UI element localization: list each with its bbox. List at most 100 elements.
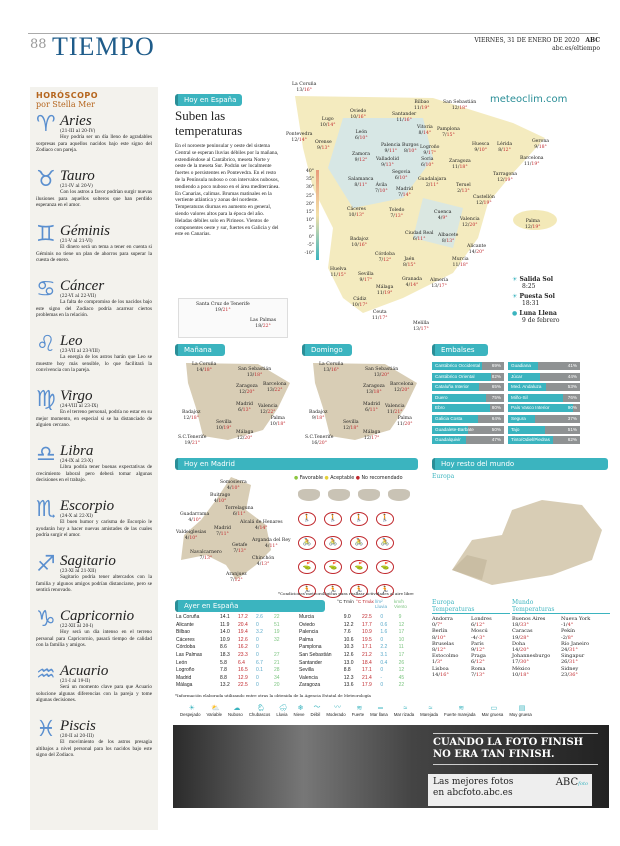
min-temp: 11/: [387, 409, 395, 415]
legend-label: Fuerte: [351, 712, 365, 717]
activity-row: 🚴 🚴 🚴 🚴: [294, 529, 418, 553]
city-label: Aranjuez 7/12°: [226, 572, 247, 583]
running-icon: 🏃: [350, 584, 368, 598]
city-label: San Sebastián 13/20°: [365, 367, 398, 378]
city-temp: Nueva York -1/4°: [561, 616, 610, 628]
reservoir-name: Duero: [435, 394, 448, 400]
max-temp: 8°: [567, 634, 574, 641]
max-temp: 10°: [478, 147, 487, 153]
full-moon-icon: ●: [512, 310, 518, 317]
max-temp: 17°: [438, 283, 447, 289]
activity-row: 🏃 🏃 🏃 🏃: [294, 577, 418, 601]
reservoir-percent: 75%: [491, 394, 501, 400]
city-name: Sevilla: [343, 420, 359, 425]
yesterday-header: °C Tmáx: [356, 599, 374, 604]
max-temp: 14°: [259, 525, 268, 531]
city-name: Santander: [392, 112, 417, 117]
city-temp: Singapur 26/31°: [561, 653, 610, 665]
city-label: Jaén 8/15°: [403, 257, 416, 268]
yesterday-cell: 19.4: [238, 629, 248, 636]
europe-temperatures: Europa Temperaturas Andorra 0/7° Londres 6/12…: [432, 599, 510, 678]
city-name: París: [471, 640, 484, 647]
city-name: Doha: [512, 640, 526, 647]
city-name: Teruel: [456, 183, 471, 188]
ad-link[interactable]: en abcfoto.abc.es: [433, 788, 513, 798]
reservoir-row: Guadalete-Barbate 50%: [432, 425, 504, 434]
city-label: Tarragona 12/19°: [493, 172, 517, 183]
sunset-label: Puesta Sol: [519, 293, 555, 300]
city-temps: 12/18°: [443, 106, 476, 112]
sign-name: Sagitario: [60, 554, 116, 569]
reservoir-percent: 44%: [567, 373, 577, 379]
city-temps: 4/9°: [434, 216, 451, 222]
yesterday-cell: 12.9: [238, 674, 248, 681]
max-temp: 17°: [420, 326, 429, 332]
sign-name: Aries: [60, 114, 92, 129]
city-label: Melilla 13/17°: [413, 321, 429, 332]
city-name: Praga: [471, 653, 486, 660]
city-label: Valladolid 9/13°: [376, 157, 399, 168]
city-label: Cádiz 10/17°: [352, 297, 368, 308]
yesterday-cell: 9: [398, 614, 402, 620]
reservoir-percent: 41%: [567, 363, 577, 368]
min-temp: 14/: [468, 249, 477, 255]
horoscope-author: por Stella Mer: [36, 100, 95, 109]
city-label: Lérida 8/12°: [497, 142, 512, 153]
yesterday-cell: 17: [398, 629, 405, 636]
city-label: Cuenca 4/9°: [434, 210, 451, 221]
yesterday-cell: Palma: [299, 636, 314, 643]
city-temps: 8/14°: [417, 131, 433, 137]
tab-hoy-en-madrid: Hoy en Madrid: [175, 458, 418, 470]
min-temp: 10/: [270, 421, 278, 427]
scale-tick: 20°: [306, 201, 314, 207]
chubascos-icon: 🌦: [256, 705, 266, 712]
min-temp: 8/: [403, 148, 409, 154]
city-name: Moscú: [471, 628, 488, 635]
sign-text: El movimiento de los astros presagia alt…: [36, 739, 152, 759]
city-temp: México 10/18°: [512, 666, 561, 678]
golf-icon: ⛳: [350, 560, 368, 574]
yesterday-cell: 20.4: [238, 621, 248, 628]
yesterday-row: Oviedo 12.2 17.7 0.6 12: [298, 622, 416, 630]
legend-dot-icon: ●: [324, 476, 331, 481]
headline: Suben las temperaturas: [175, 108, 243, 138]
aries-icon: ♈: [36, 114, 56, 137]
yesterday-row: San Sebastián 12.6 21.2 3.1 17: [298, 652, 416, 660]
reservoir-name: Júcar: [511, 373, 523, 379]
city-name: Bruselas: [432, 640, 454, 647]
max-temp: 18°: [538, 144, 547, 150]
max-temp: 13°: [394, 213, 403, 219]
reservoir-row: Ebro 80%: [432, 404, 504, 413]
min-temp: 9/: [534, 144, 539, 150]
reservoir-name: Tajo: [511, 426, 520, 432]
city-name: Logroño: [420, 145, 440, 150]
min-temp: 12/: [236, 435, 245, 441]
city-temps: 19/28°: [512, 635, 561, 641]
max-temp: 18°: [277, 421, 286, 427]
min-temp: 6/: [394, 175, 400, 181]
min-temp: 7/: [398, 192, 403, 198]
max-temp: 30°: [520, 659, 529, 666]
city-label: Badajoz 12/18°: [182, 410, 200, 421]
min-temp: 12/: [393, 387, 402, 393]
yesterday-cell: Alicante: [176, 621, 194, 628]
city-name: Cádiz: [353, 297, 367, 302]
max-temp: 13°: [446, 238, 455, 244]
sign-text: Sagitario podría tener altercados con la…: [36, 574, 152, 594]
min-temp: 11/: [523, 161, 532, 167]
horoscope-sign: ♍ Virgo (24-VIII al 23-IX) En el terreno pe…: [36, 389, 152, 439]
city-temps: 6/10°: [421, 163, 434, 169]
max-temp: 12°: [234, 577, 243, 583]
city-temps: 13/16°: [319, 368, 343, 374]
legend-item: ≋ Fuerte marejada: [444, 704, 479, 717]
city-label: Getafe 7/13°: [232, 543, 247, 554]
section-url[interactable]: abc.es/eltiempo: [552, 45, 600, 52]
sign-name: Virgo: [60, 389, 93, 404]
reservoir-fill: [508, 362, 538, 370]
city-name: Badajoz: [350, 237, 369, 242]
abcfoto-ad[interactable]: CUANDO LA FOTO FINISH NO ERA TAN FINISH.…: [173, 725, 609, 808]
min-temp: 8/: [403, 262, 408, 268]
yesterday-row: La Coruña 14.1 17.2 2.6 22: [175, 614, 291, 622]
yesterday-row: Madrid 8.8 12.9 0 34: [175, 675, 291, 683]
reservoir-row: Miño-Sil 76%: [508, 393, 580, 402]
